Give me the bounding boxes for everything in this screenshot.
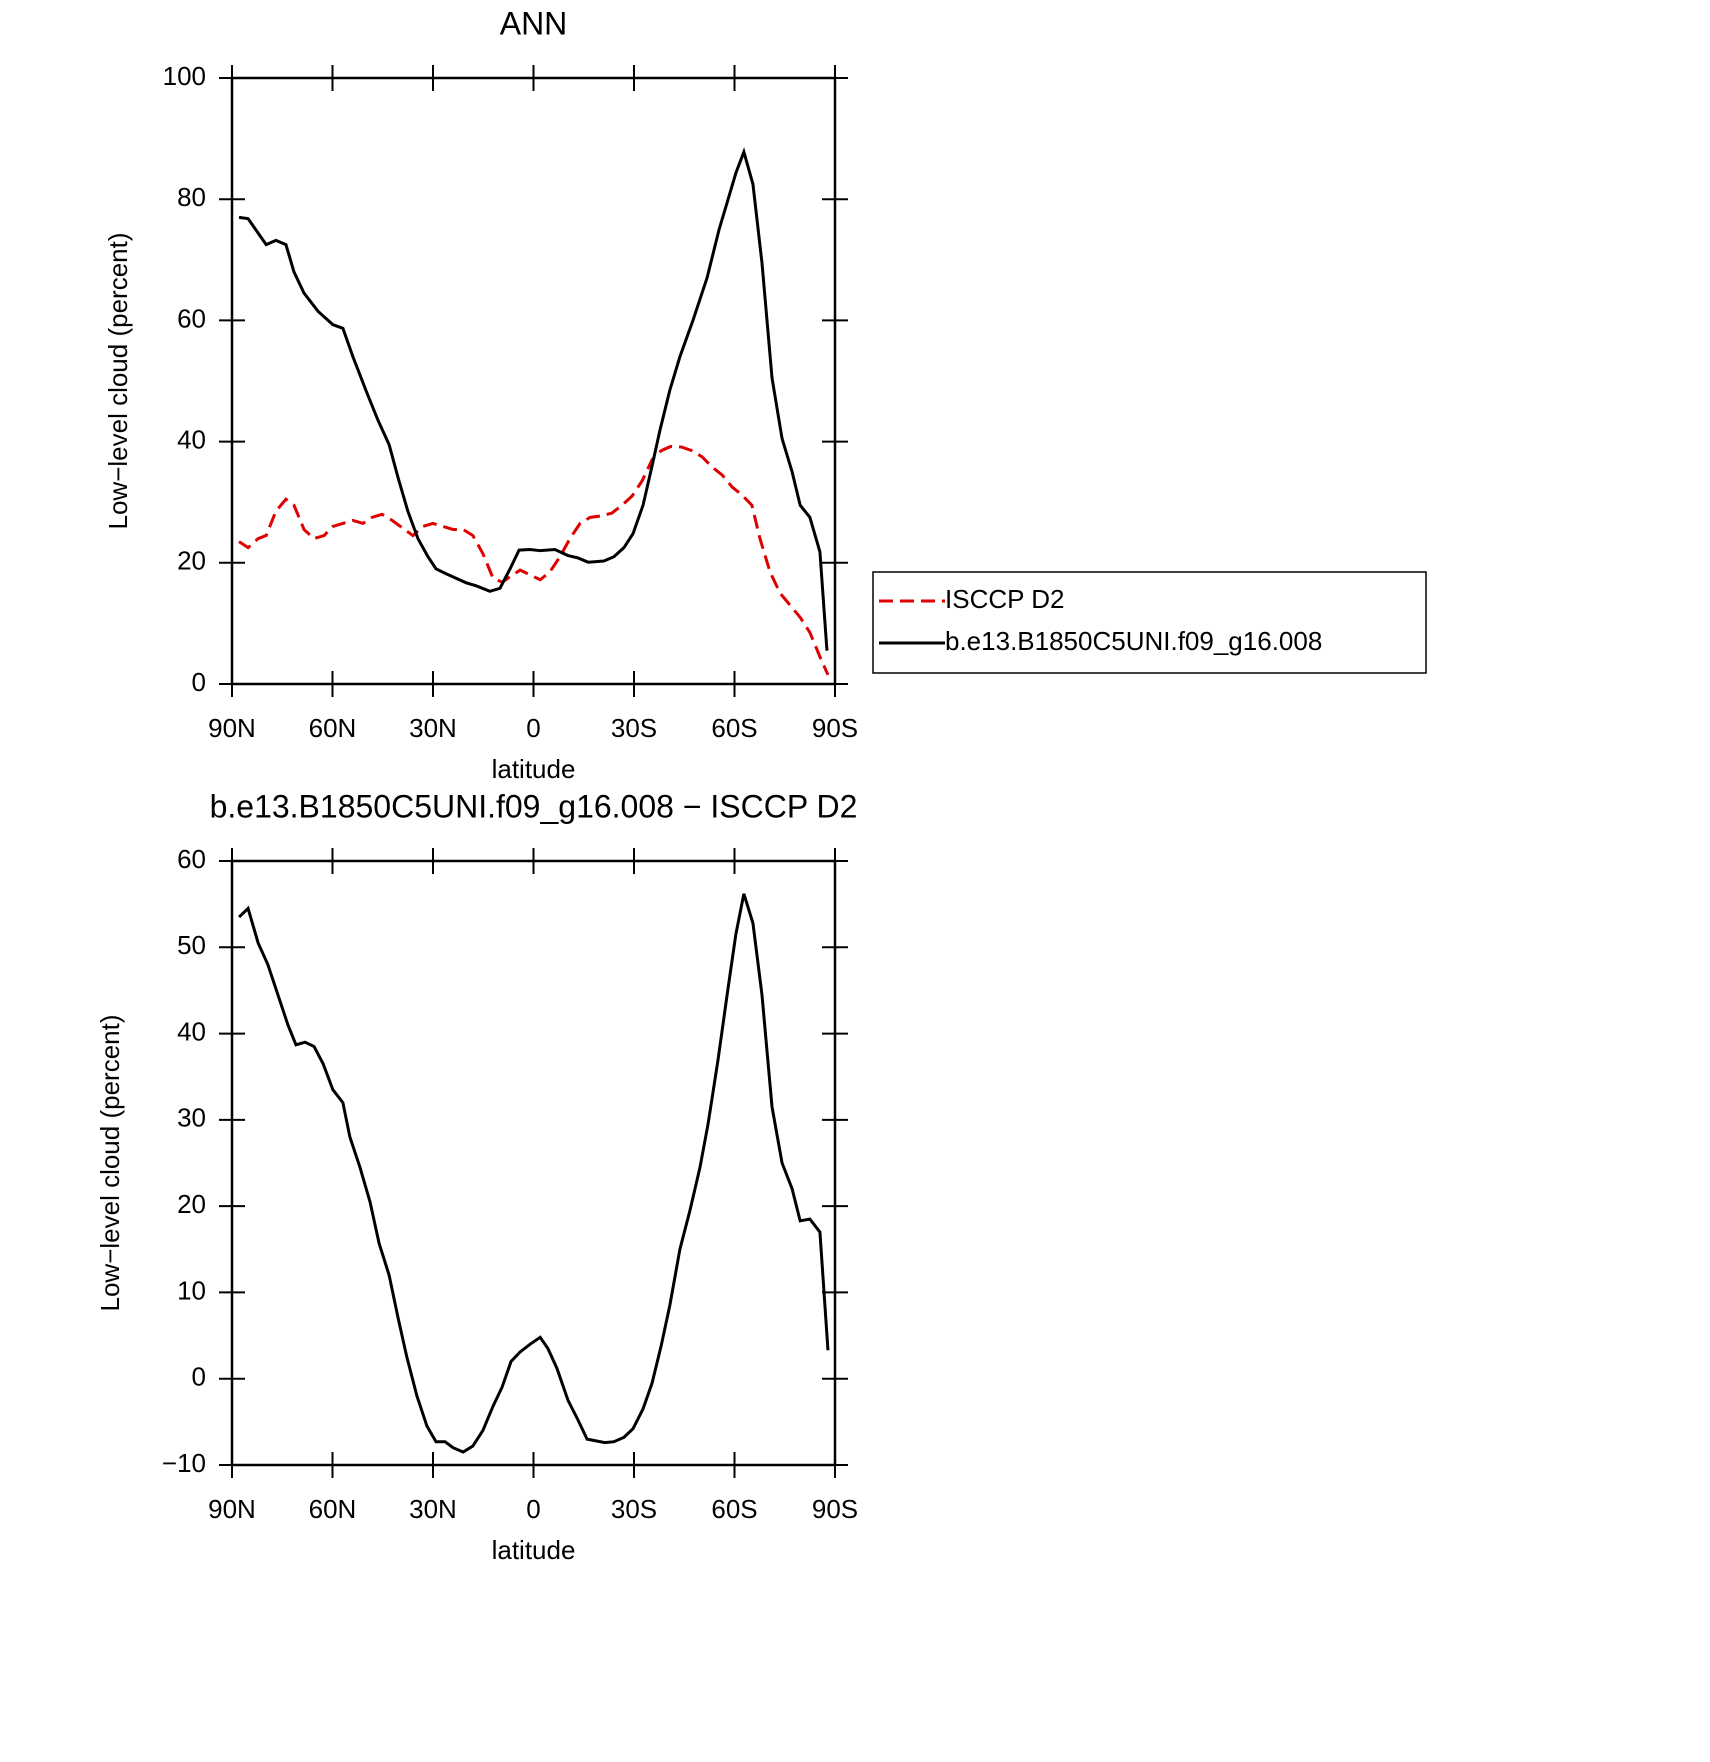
chart-title: b.e13.B1850C5UNI.f09_g16.008 − ISCCP D2: [210, 788, 858, 824]
x-tick-label: 90N: [208, 1494, 256, 1524]
x-tick-label: 90N: [208, 713, 256, 743]
x-tick-label: 60N: [309, 1494, 357, 1524]
x-tick-label: 30N: [409, 713, 457, 743]
plot-frame: [230, 859, 837, 1467]
y-tick-label: −10: [162, 1448, 206, 1478]
line: [238, 147, 829, 651]
y-tick-label: 80: [177, 182, 206, 212]
y-tick-label: 100: [163, 61, 206, 91]
x-tick-label: 60N: [309, 713, 357, 743]
y-tick-label: 10: [177, 1275, 206, 1305]
y-axis-label: Low−level cloud (percent): [103, 233, 133, 530]
y-tick-label: 50: [177, 930, 206, 960]
x-tick-label: 60S: [711, 713, 757, 743]
line: [238, 444, 830, 676]
plot-frame: [230, 76, 837, 686]
y-tick-label: 60: [177, 303, 206, 333]
y-tick-label: 20: [177, 546, 206, 576]
x-axis-label: latitude: [492, 754, 576, 784]
x-tick-label: 90S: [812, 1494, 858, 1524]
legend-label: ISCCP D2: [945, 584, 1064, 614]
x-tick-label: 0: [526, 1494, 540, 1524]
legend-box: [872, 571, 1427, 674]
x-tick-label: 30S: [611, 713, 657, 743]
y-tick-label: 40: [177, 1016, 206, 1046]
x-tick-label: 90S: [812, 713, 858, 743]
x-tick-label: 30S: [611, 1494, 657, 1524]
chart-title: ANN: [500, 5, 568, 41]
y-tick-label: 0: [192, 1362, 206, 1392]
y-tick-label: 30: [177, 1103, 206, 1133]
y-tick-label: 0: [192, 667, 206, 697]
y-axis-label: Low−level cloud (percent): [95, 1015, 125, 1312]
legend-label: b.e13.B1850C5UNI.f09_g16.008: [945, 626, 1322, 656]
x-tick-label: 0: [526, 713, 540, 743]
x-axis-label: latitude: [492, 1535, 576, 1565]
x-tick-label: 60S: [711, 1494, 757, 1524]
y-tick-label: 40: [177, 424, 206, 454]
y-tick-label: 20: [177, 1189, 206, 1219]
y-tick-label: 60: [177, 844, 206, 874]
line: [237, 893, 830, 1454]
x-tick-label: 30N: [409, 1494, 457, 1524]
